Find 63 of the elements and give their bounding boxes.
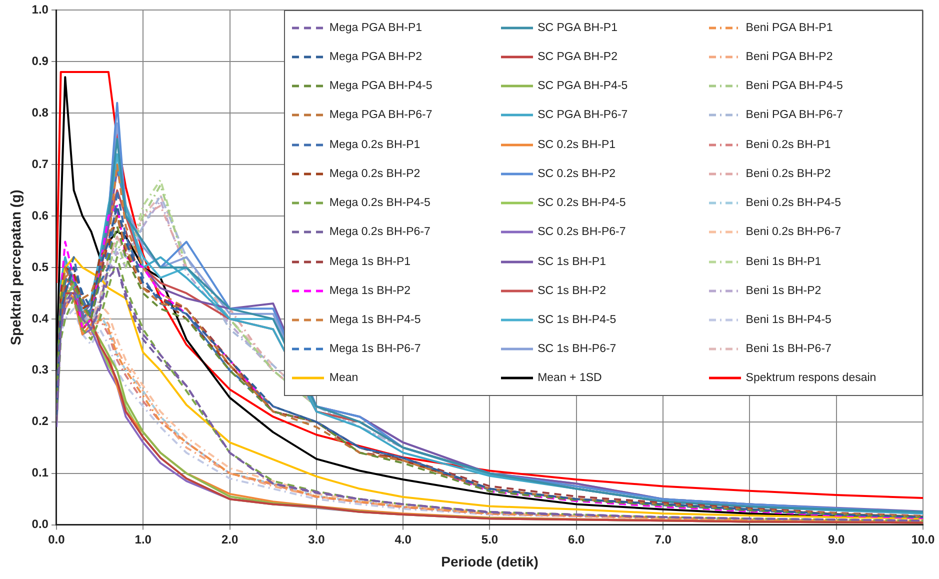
legend-label: SC 0.2s BH-P1 xyxy=(538,138,616,151)
y-tick-label: 0.4 xyxy=(32,311,49,326)
x-tick-label: 1.0 xyxy=(134,532,152,546)
legend-label: Mega 0.2s BH-P2 xyxy=(329,168,420,180)
legend-label: Mega PGA BH-P2 xyxy=(329,51,422,64)
legend-label: Beni 0.2s BH-P1 xyxy=(746,138,831,151)
legend-label: Mega PGA BH-P6-7 xyxy=(329,109,432,122)
legend-label: Mean + 1SD xyxy=(538,372,602,384)
legend-label: SC PGA BH-P4-5 xyxy=(538,80,628,92)
y-tick-label: 0.5 xyxy=(32,260,49,274)
y-axis-title: Spektral percepatan (g) xyxy=(7,190,24,346)
legend-label: Mega 0.2s BH-P4-5 xyxy=(329,197,430,210)
y-tick-label: 1.0 xyxy=(32,2,49,17)
legend-label: Beni 1s BH-P2 xyxy=(746,284,822,297)
x-tick-label: 5.0 xyxy=(481,532,498,546)
x-tick-label: 7.0 xyxy=(654,532,672,546)
legend-label: SC 1s BH-P2 xyxy=(538,284,606,297)
legend-label: Mean xyxy=(329,372,358,384)
legend-label: Mega PGA BH-P4-5 xyxy=(329,80,432,92)
y-tick-label: 0.7 xyxy=(32,156,49,171)
legend-label: Beni 0.2s BH-P2 xyxy=(746,168,831,180)
x-tick-label: 2.0 xyxy=(221,532,238,546)
legend-label: SC 1s BH-P6-7 xyxy=(538,343,616,356)
x-tick-label: 9.0 xyxy=(828,532,846,546)
legend-label: Beni 1s BH-P1 xyxy=(746,256,822,268)
x-tick-label: 6.0 xyxy=(568,532,586,546)
legend-label: Mega PGA BH-P1 xyxy=(329,22,422,34)
legend-label: Spektrum respons desain xyxy=(746,372,876,384)
legend-label: SC PGA BH-P2 xyxy=(538,51,618,64)
y-tick-label: 0.1 xyxy=(32,466,49,480)
x-tick-label: 0.0 xyxy=(48,532,66,546)
legend-label: Mega 0.2s BH-P6-7 xyxy=(329,226,430,238)
y-tick-label: 0.2 xyxy=(32,414,49,428)
legend-label: Mega 1s BH-P1 xyxy=(329,256,411,268)
y-tick-label: 0.8 xyxy=(32,105,49,120)
x-tick-label: 4.0 xyxy=(394,532,412,546)
legend-label: Mega 0.2s BH-P1 xyxy=(329,138,420,151)
legend-label: Beni PGA BH-P2 xyxy=(746,51,833,64)
legend-label: SC PGA BH-P1 xyxy=(538,22,618,34)
legend-label: SC 0.2s BH-P6-7 xyxy=(538,226,626,238)
y-tick-label: 0.9 xyxy=(32,54,49,68)
legend-label: Beni 0.2s BH-P6-7 xyxy=(746,226,842,238)
legend-label: SC 0.2s BH-P2 xyxy=(538,168,616,180)
legend-label: Beni PGA BH-P6-7 xyxy=(746,109,843,122)
x-tick-label: 8.0 xyxy=(741,532,758,546)
legend-label: SC PGA BH-P6-7 xyxy=(538,109,628,122)
legend-label: SC 1s BH-P4-5 xyxy=(538,314,616,326)
legend-label: Mega 1s BH-P6-7 xyxy=(329,343,421,356)
legend-label: SC 1s BH-P1 xyxy=(538,256,606,268)
legend-label: Beni PGA BH-P1 xyxy=(746,22,833,34)
legend-label: Beni PGA BH-P4-5 xyxy=(746,80,843,92)
x-axis-title: Periode (detik) xyxy=(441,553,538,570)
y-tick-label: 0.6 xyxy=(32,208,49,222)
x-tick-label: 3.0 xyxy=(308,532,326,546)
y-tick-label: 0.3 xyxy=(32,362,49,377)
legend-label: Mega 1s BH-P4-5 xyxy=(329,314,421,326)
x-tick-label: 10.0 xyxy=(911,532,935,546)
legend-label: Beni 1s BH-P4-5 xyxy=(746,314,832,326)
legend-label: Beni 1s BH-P6-7 xyxy=(746,343,832,356)
y-tick-label: 0.0 xyxy=(32,517,49,532)
legend-label: Mega 1s BH-P2 xyxy=(329,284,411,297)
legend-label: SC 0.2s BH-P4-5 xyxy=(538,197,626,210)
legend-label: Beni 0.2s BH-P4-5 xyxy=(746,197,842,210)
